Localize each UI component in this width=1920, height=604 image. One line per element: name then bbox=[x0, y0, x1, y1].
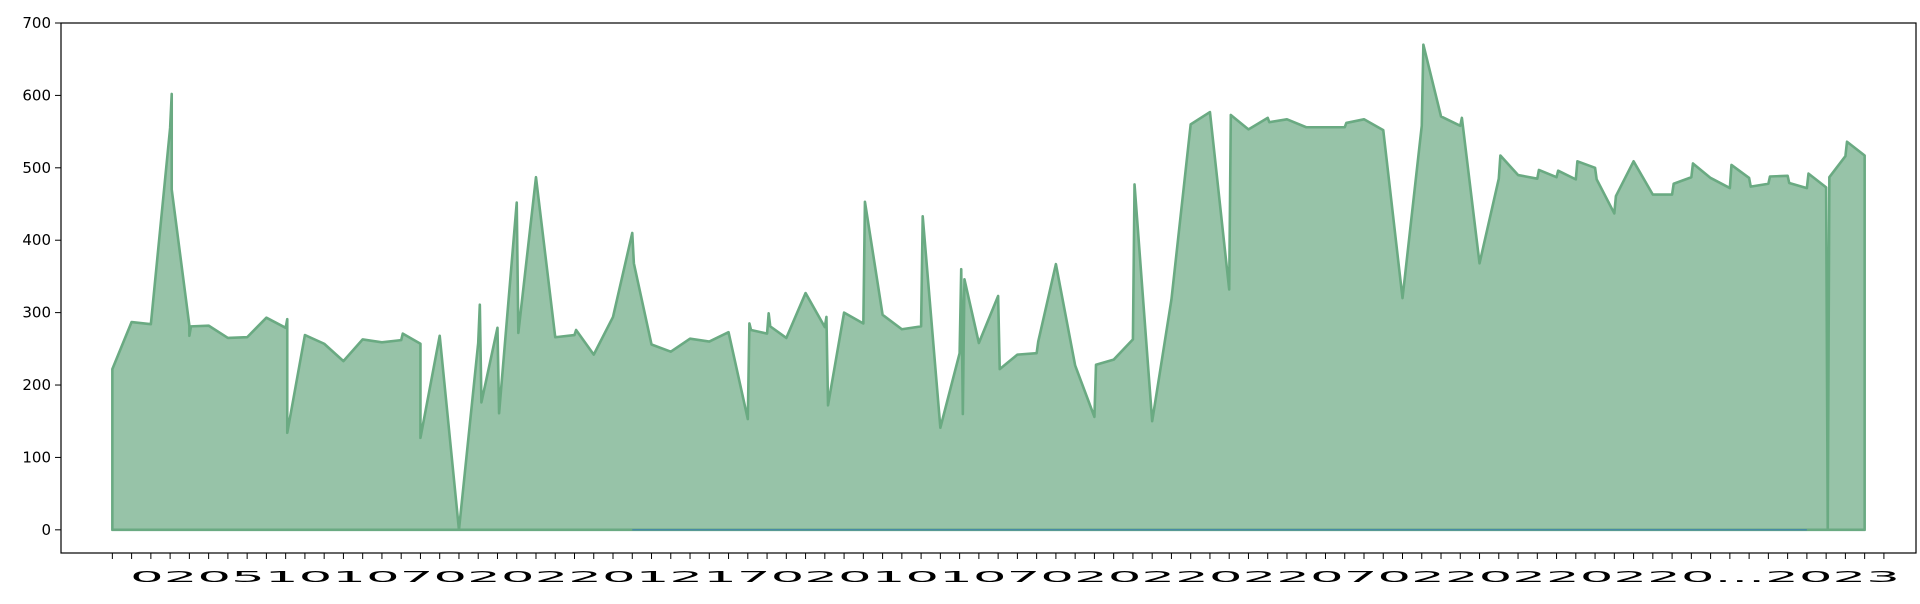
area-layer bbox=[111, 43, 1866, 532]
x-tick-labels: 0205101070202201217020101070202202207022… bbox=[130, 568, 1900, 586]
y-tick-label: 200 bbox=[22, 376, 51, 394]
plot-frame bbox=[60, 22, 1917, 554]
y-tick-label: 600 bbox=[22, 86, 51, 104]
y-tick-label: 500 bbox=[22, 159, 51, 177]
y-tick-label: 700 bbox=[22, 14, 51, 32]
y-tick-label: 300 bbox=[22, 304, 51, 322]
y-tick-label: 400 bbox=[22, 231, 51, 249]
y-tick-label: 0 bbox=[41, 521, 51, 539]
area-series-0 bbox=[111, 43, 1866, 532]
y-tick-label: 100 bbox=[22, 448, 51, 466]
x-axis bbox=[111, 553, 1885, 559]
y-axis: 0 100 200 300 400 500 600 700 bbox=[22, 14, 61, 539]
